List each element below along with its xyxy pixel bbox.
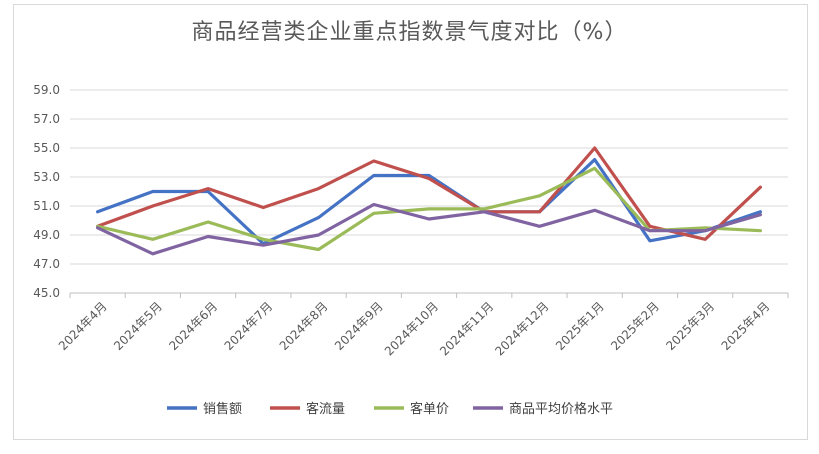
series-lines (95, 146, 763, 256)
x-tick-label: 2024年7月 (222, 299, 276, 353)
x-tick-label: 2024年12月 (492, 299, 551, 358)
x-axis-ticks: 2024年4月 2024年5月 2024年6月 2024年7月 2024年8月 2024年… (56, 299, 773, 358)
x-tick-label: 2024年10月 (382, 299, 441, 358)
y-tick-label: 49.0 (33, 228, 60, 242)
legend-label-3: 商品平均价格水平 (509, 401, 613, 417)
y-axis-ticks: 45.0 47.0 49.0 51.0 53.0 55.0 57.0 59.0 (33, 83, 60, 300)
y-tick-label: 45.0 (33, 286, 60, 300)
x-tick-label: 2025年2月 (608, 299, 662, 353)
legend-label-0: 销售额 (203, 401, 242, 417)
series-line-0 (95, 158, 763, 246)
gridlines (70, 89, 788, 265)
legend-label-2: 客单价 (410, 401, 449, 417)
x-tick-label: 2024年5月 (111, 299, 165, 353)
series-line-1 (95, 146, 763, 241)
y-tick-label: 55.0 (33, 141, 60, 155)
x-tick-label: 2024年11月 (437, 299, 496, 358)
x-tick-label: 2025年3月 (663, 299, 717, 353)
chart-frame (13, 4, 808, 440)
y-tick-label: 47.0 (33, 257, 60, 271)
legend: 销售额 客流量 客单价 商品平均价格水平 (167, 401, 613, 417)
series-line-3 (95, 202, 763, 256)
x-tick-label: 2024年6月 (166, 299, 220, 353)
chart-title: 商品经营类企业重点指数景气度对比（%） (191, 20, 628, 45)
x-tick-label: 2024年9月 (332, 299, 386, 353)
y-tick-label: 57.0 (33, 112, 60, 126)
x-tick-label: 2025年1月 (553, 299, 607, 353)
x-tick-label: 2024年8月 (277, 299, 331, 353)
y-tick-label: 59.0 (33, 83, 60, 97)
x-axis (69, 292, 789, 298)
y-tick-label: 53.0 (33, 170, 60, 184)
y-tick-label: 51.0 (33, 199, 60, 213)
legend-label-1: 客流量 (306, 401, 345, 417)
x-tick-label: 2024年4月 (56, 299, 110, 353)
x-tick-label: 2025年4月 (719, 299, 773, 353)
